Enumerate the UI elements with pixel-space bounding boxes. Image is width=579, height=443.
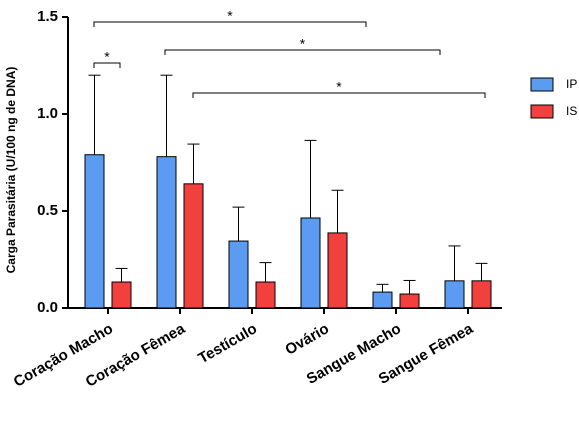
bar <box>255 281 276 309</box>
y-tick-label: 1.0 <box>37 105 58 122</box>
bar <box>300 217 321 309</box>
x-tick-label: Testículo <box>195 320 260 367</box>
legend-label: IS <box>566 104 577 118</box>
significance-label: * <box>227 8 233 24</box>
x-tick-label: Ovário <box>282 320 332 358</box>
bar <box>84 154 105 309</box>
bar <box>156 156 177 309</box>
bar <box>399 293 420 309</box>
significance-bracket <box>93 62 121 68</box>
bar <box>471 280 492 309</box>
bar <box>327 232 348 309</box>
bar <box>111 281 132 309</box>
y-axis-label: Carga Parasitária (U/100 ng de DNA) <box>4 67 18 274</box>
bar <box>183 183 204 309</box>
significance-label: * <box>104 49 110 65</box>
legend-swatch <box>530 77 554 92</box>
significance-label: * <box>336 79 342 95</box>
significance-label: * <box>300 36 306 52</box>
significance-bracket <box>192 92 486 98</box>
y-tick-label: 1.5 <box>37 8 58 25</box>
y-tick-label: 0.0 <box>37 299 58 316</box>
significance-bracket <box>164 49 441 55</box>
y-tick-label: 0.5 <box>37 202 58 219</box>
bar <box>444 280 465 309</box>
legend-label: IP <box>566 77 577 91</box>
significance-bracket <box>93 21 367 27</box>
bar <box>372 291 393 309</box>
legend-swatch <box>530 104 554 119</box>
bar <box>228 240 249 309</box>
